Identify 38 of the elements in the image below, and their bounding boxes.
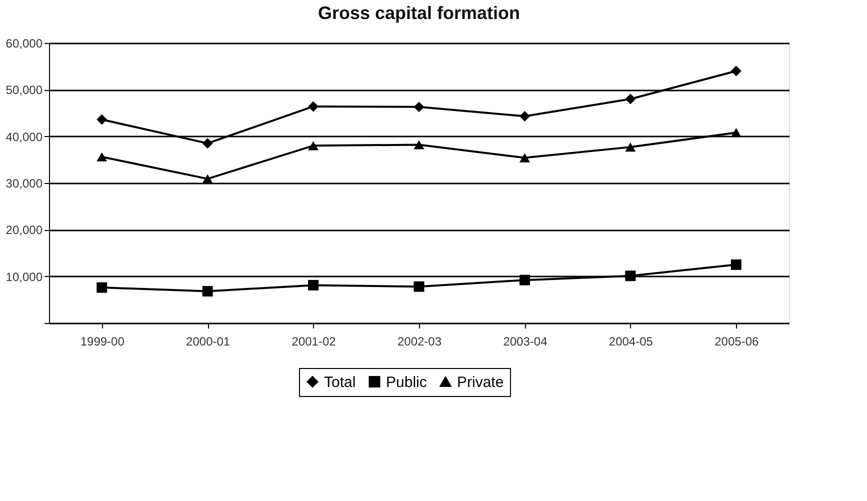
x-tick-label: 2002-03 [397, 334, 442, 348]
legend-label: Private [457, 374, 504, 391]
legend-label: Public [386, 374, 428, 391]
point [730, 66, 742, 76]
point [625, 94, 636, 104]
point [308, 101, 319, 112]
chart-title: Gross capital formation [318, 3, 520, 23]
y-tick-label: 30,000 [6, 176, 43, 190]
x-tick-label: 2005-06 [714, 334, 759, 348]
point [519, 111, 530, 122]
point [625, 142, 636, 152]
point [519, 274, 530, 286]
point [202, 138, 213, 149]
point [730, 259, 742, 270]
point [414, 140, 424, 150]
x-tick-label: 1999-00 [80, 334, 125, 348]
point [414, 102, 424, 112]
y-tick-label: 50,000 [6, 83, 43, 98]
point [308, 280, 319, 290]
point [202, 174, 213, 184]
point [414, 281, 424, 292]
x-tick-label: 2001-02 [292, 334, 336, 348]
point [308, 141, 319, 150]
point [96, 152, 108, 162]
y-tick-label: 40,000 [6, 130, 43, 144]
x-tick-label: 2003-04 [503, 334, 548, 348]
point [730, 128, 742, 138]
point [625, 270, 636, 282]
point [202, 286, 213, 297]
x-tick-label: 2004-05 [608, 334, 654, 348]
point [96, 282, 108, 293]
legend-label: Total [324, 374, 356, 391]
x-tick-label: 2000-01 [186, 334, 230, 348]
y-tick-label: 20,000 [6, 223, 43, 238]
y-tick-label: 60,000 [6, 36, 43, 50]
point [519, 153, 530, 162]
point [96, 114, 108, 125]
y-tick-label: 10,000 [6, 270, 43, 284]
